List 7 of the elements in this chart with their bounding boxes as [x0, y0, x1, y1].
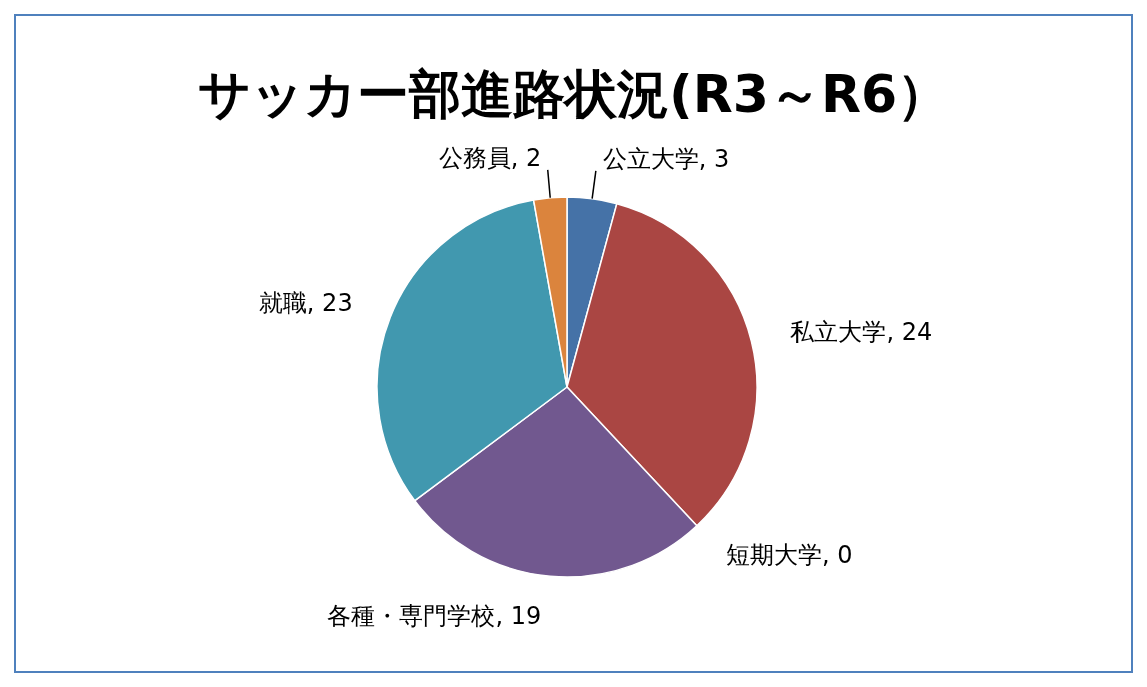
- slice-label: 公立大学, 3: [602, 145, 730, 174]
- slice-label: 私立大学, 24: [790, 317, 933, 346]
- chart-title: サッカー部進路状況(R3～R6）: [197, 64, 950, 124]
- slice-label: 各種・専門学校, 19: [327, 602, 542, 631]
- slice-label: 公務員, 2: [438, 143, 542, 172]
- category-label: 短期大学, 0: [726, 540, 853, 569]
- slice-label: 就職, 23: [258, 288, 353, 317]
